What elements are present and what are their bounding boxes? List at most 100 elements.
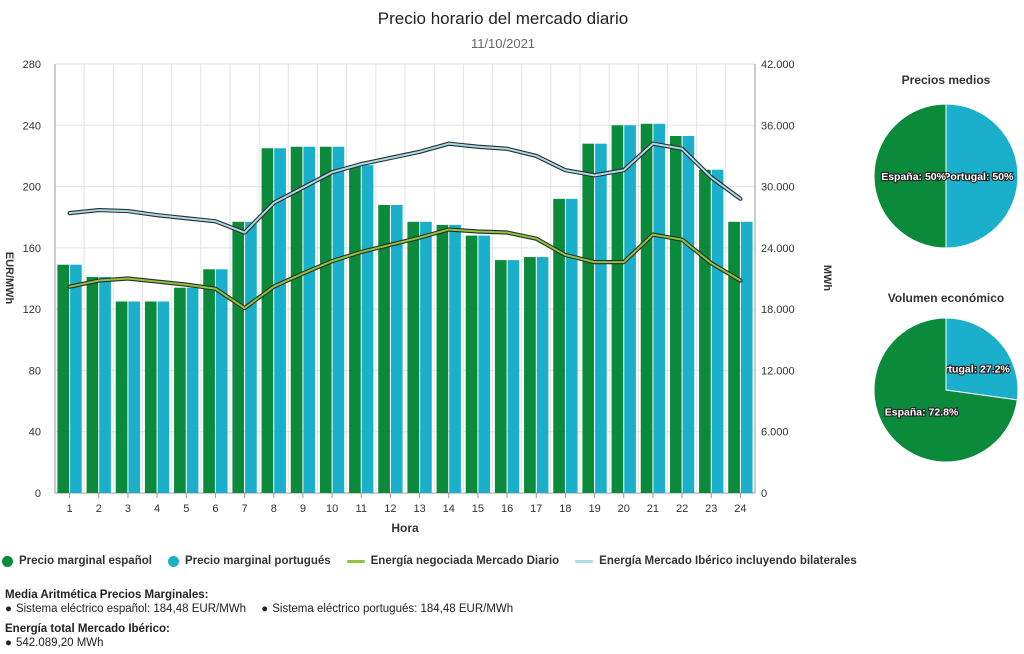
energia-value-row: ● 542.089,20 MWh bbox=[5, 637, 104, 649]
y-tick-label: 240 bbox=[23, 120, 41, 132]
x-tick-label: 10 bbox=[326, 503, 338, 515]
y-tick-label: 0 bbox=[35, 488, 41, 500]
bar bbox=[507, 260, 520, 493]
bar bbox=[290, 146, 303, 493]
y2-tick-label: 24.000 bbox=[761, 243, 795, 255]
x-tick-label: 18 bbox=[559, 503, 571, 515]
bar bbox=[203, 269, 215, 493]
bar bbox=[669, 136, 682, 493]
pie-slice[interactable] bbox=[873, 317, 1018, 463]
bar bbox=[215, 269, 228, 493]
media-pt: Sistema eléctrico portugués: 184,48 EUR/… bbox=[272, 603, 514, 615]
series-line bbox=[68, 228, 742, 310]
y2-tick-label: 6.000 bbox=[761, 427, 789, 439]
y-axis-ticks: 0 40 80 120 160 200 240 280 bbox=[23, 59, 41, 500]
y-tick-label: 120 bbox=[23, 304, 41, 316]
chart-title: Precio horario del mercado diario bbox=[378, 9, 628, 28]
pie-title-volumen: Volumen económico bbox=[887, 291, 1005, 305]
x-tick-label: 3 bbox=[125, 503, 131, 515]
series-line bbox=[68, 142, 742, 234]
bar bbox=[157, 301, 170, 493]
x-tick-label: 23 bbox=[705, 503, 717, 515]
legend-item-energia-iberico[interactable]: Energía Mercado Ibérico incluyendo bilat… bbox=[575, 555, 857, 567]
legend-label: Precio marginal portugués bbox=[184, 555, 331, 567]
x-tick-label: 19 bbox=[588, 503, 600, 515]
legend-label: Energía negociada Mercado Diario bbox=[370, 555, 560, 567]
bar bbox=[478, 235, 491, 493]
x-tick-label: 20 bbox=[618, 503, 630, 515]
bar bbox=[524, 257, 536, 493]
bar bbox=[536, 257, 549, 493]
y2-tick-label: 30.000 bbox=[761, 182, 795, 194]
legend-dot-icon bbox=[167, 555, 179, 567]
x-tick-label: 17 bbox=[530, 503, 542, 515]
y2-tick-label: 18.000 bbox=[761, 304, 795, 316]
media-values: ● Sistema eléctrico español: 184,48 EUR/M… bbox=[5, 603, 513, 615]
pie-slice-label: España: 50% bbox=[881, 171, 946, 183]
x-tick-label: 14 bbox=[443, 503, 455, 515]
y-axis-label: EUR/MWh bbox=[3, 252, 15, 305]
bar bbox=[174, 287, 186, 493]
bar bbox=[449, 224, 461, 493]
bar bbox=[319, 146, 332, 493]
chart-lines bbox=[67, 141, 743, 311]
pie-slice[interactable] bbox=[945, 103, 1019, 249]
pie-slice-label: Portugal: 50% bbox=[943, 171, 1014, 183]
bar bbox=[232, 221, 245, 493]
bar bbox=[494, 260, 507, 493]
legend-line-icon bbox=[346, 559, 365, 563]
legend-item-energia-diario[interactable]: Energía negociada Mercado Diario bbox=[346, 555, 560, 567]
bar bbox=[465, 235, 478, 493]
media-title-text: Media Aritmética Precios Marginales: bbox=[5, 589, 209, 601]
pie-slice[interactable] bbox=[873, 103, 947, 249]
x-axis-label: Hora bbox=[391, 521, 419, 535]
x-tick-label: 22 bbox=[676, 503, 688, 515]
bar bbox=[332, 146, 345, 493]
energia-title-text: Energía total Mercado Ibérico: bbox=[5, 623, 170, 635]
y-tick-label: 80 bbox=[29, 365, 41, 377]
chart-legend: Precio marginal español Precio marginal … bbox=[2, 555, 873, 567]
x-tick-label: 13 bbox=[413, 503, 425, 515]
bar bbox=[303, 146, 316, 493]
bar bbox=[186, 287, 199, 493]
bullet-icon: ● bbox=[5, 603, 12, 615]
bar bbox=[245, 221, 257, 493]
y2-tick-label: 36.000 bbox=[761, 120, 795, 132]
legend-item-precio-pt[interactable]: Precio marginal portugués bbox=[167, 555, 331, 567]
bar bbox=[390, 204, 403, 493]
energia-title: Energía total Mercado Ibérico: bbox=[5, 623, 170, 635]
chart-grid bbox=[54, 63, 756, 494]
bar bbox=[582, 143, 595, 493]
chart-subtitle: 11/10/2021 bbox=[471, 36, 535, 51]
x-tick-label: 16 bbox=[501, 503, 513, 515]
x-tick-label: 7 bbox=[242, 503, 248, 515]
bar bbox=[640, 123, 653, 493]
bar bbox=[740, 221, 753, 493]
bar bbox=[70, 264, 82, 493]
pie-title-precios: Precios medios bbox=[901, 73, 991, 87]
legend-item-precio-es[interactable]: Precio marginal español bbox=[2, 555, 152, 567]
legend-line-icon bbox=[575, 559, 594, 563]
bar bbox=[261, 148, 274, 493]
media-es: Sistema eléctrico español: 184,48 EUR/MW… bbox=[15, 603, 247, 615]
bar bbox=[653, 123, 666, 493]
bar bbox=[611, 125, 624, 494]
bar bbox=[682, 136, 695, 493]
bar bbox=[553, 198, 565, 494]
bar bbox=[128, 301, 141, 493]
y2-axis-ticks: 0 6.000 12.000 18.000 24.000 30.000 36.000 42.0… bbox=[761, 59, 795, 500]
x-tick-label: 2 bbox=[96, 503, 102, 515]
x-tick-label: 6 bbox=[212, 503, 218, 515]
bar bbox=[436, 224, 449, 493]
legend-label: Precio marginal español bbox=[19, 555, 152, 567]
bar bbox=[86, 276, 99, 493]
y2-tick-label: 12.000 bbox=[761, 365, 795, 377]
pie-chart-precios: Portugal: 50%España: 50% bbox=[873, 103, 1019, 249]
legend-label: Energía Mercado Ibérico incluyendo bilat… bbox=[599, 555, 857, 567]
bullet-icon: ● bbox=[261, 603, 269, 615]
hourly-price-chart: Precio horario del mercado diario 11/10/… bbox=[3, 9, 833, 535]
x-tick-label: 8 bbox=[271, 503, 277, 515]
y2-tick-label: 0 bbox=[761, 488, 767, 500]
y-tick-label: 160 bbox=[23, 243, 41, 255]
pie-slice[interactable] bbox=[945, 317, 1019, 401]
